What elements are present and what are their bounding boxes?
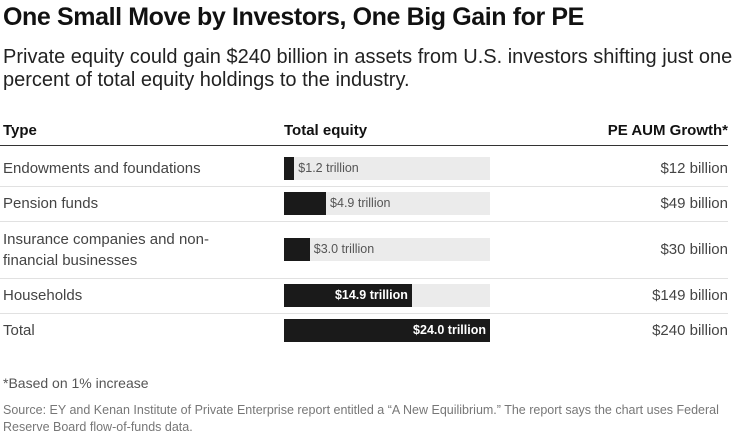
header-divider bbox=[0, 145, 728, 146]
footnote: *Based on 1% increase bbox=[3, 375, 149, 391]
bar-value-label: $1.2 trillion bbox=[298, 161, 359, 175]
row-type-label: Endowments and foundations bbox=[3, 160, 201, 177]
table-row: Households $14.9 trillion $149 billion bbox=[0, 278, 728, 314]
bar-total-equity bbox=[284, 319, 490, 342]
table-row: Pension funds $4.9 trillion $49 billion bbox=[0, 186, 728, 222]
column-header-total-equity: Total equity bbox=[284, 122, 368, 139]
row-pe-growth-value: $12 billion bbox=[660, 159, 728, 177]
table-row: Endowments and foundations $1.2 trillion $… bbox=[0, 151, 728, 187]
bar-total-equity bbox=[284, 192, 327, 215]
chart-title: One Small Move by Investors, One Big Gai… bbox=[3, 3, 584, 31]
bar-track: $4.9 trillion bbox=[284, 192, 490, 215]
column-header-type: Type bbox=[3, 122, 37, 139]
column-header-pe-aum-growth: PE AUM Growth* bbox=[607, 122, 728, 139]
bar-track: $3.0 trillion bbox=[284, 238, 490, 261]
bar-total-equity bbox=[284, 284, 412, 307]
row-type-label: Pension funds bbox=[3, 195, 99, 212]
bar-track: $24.0 trillion bbox=[284, 319, 490, 342]
row-type-label: Insurance companies and non-financial bu… bbox=[3, 231, 209, 269]
row-pe-growth-value: $30 billion bbox=[660, 240, 728, 258]
row-pe-growth-value: $49 billion bbox=[660, 194, 728, 212]
table-row: Insurance companies and non-financial bu… bbox=[0, 221, 728, 279]
row-pe-growth-value: $240 billion bbox=[652, 321, 728, 339]
bar-value-label: $3.0 trillion bbox=[313, 242, 375, 256]
row-pe-growth-value: $149 billion bbox=[652, 286, 728, 304]
bar-total-equity bbox=[284, 238, 310, 261]
row-type-label: Households bbox=[3, 287, 83, 304]
chart-subtitle: Private equity could gain $240 billion i… bbox=[3, 46, 733, 91]
bar-value-label: $4.9 trillion bbox=[330, 196, 391, 210]
bar-total-equity bbox=[284, 157, 295, 180]
source-note: Source: EY and Kenan Institute of Privat… bbox=[3, 403, 719, 434]
bar-value-label: $24.0 trillion bbox=[413, 323, 486, 337]
bar-track: $14.9 trillion bbox=[284, 284, 490, 307]
bar-track: $1.2 trillion bbox=[284, 157, 490, 180]
row-type-label: Total bbox=[3, 322, 35, 339]
table-row: Total $24.0 trillion $240 billion bbox=[0, 313, 728, 348]
bar-value-label: $14.9 trillion bbox=[334, 288, 408, 302]
